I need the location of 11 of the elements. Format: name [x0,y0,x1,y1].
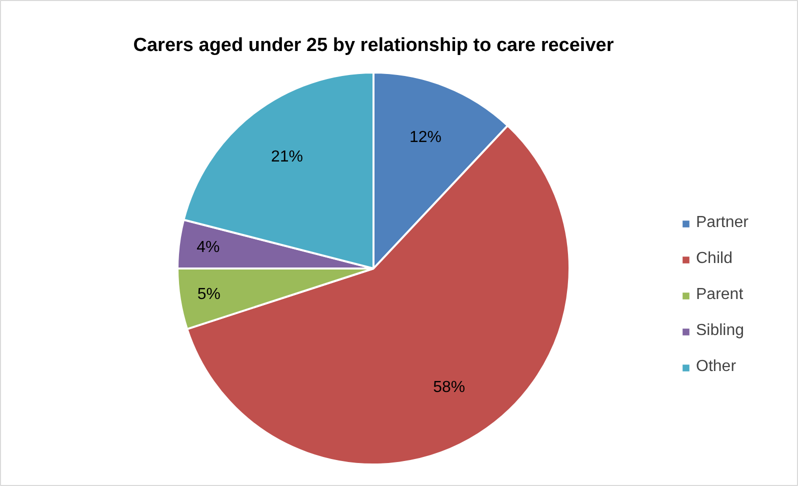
data-label: 4% [196,239,220,256]
data-label: 5% [197,286,221,304]
legend-label: Sibling [696,322,744,340]
legend-label: Parent [696,286,744,304]
data-label: 58% [433,379,466,396]
chart-title: Carers aged under 25 by relationship to care receiver [133,35,614,56]
data-label: 12% [409,128,442,146]
legend-label: Other [696,358,736,376]
legend-label: Child [696,250,732,268]
data-label: 21% [270,148,304,166]
legend-label: Partner [696,214,748,232]
